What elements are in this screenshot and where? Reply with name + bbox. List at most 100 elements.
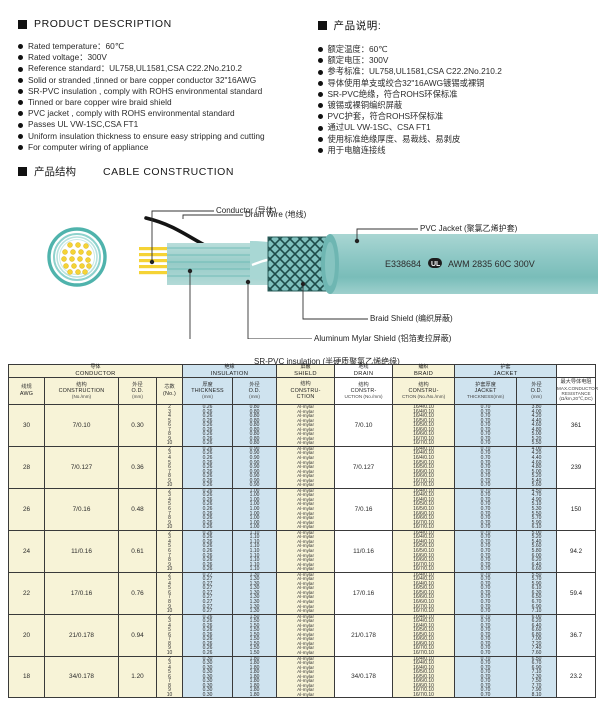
table-column-header-row: 线规 AWG 结构 CONSTRUCTION (No./mm) 外径 O.D. … — [8, 377, 598, 405]
list-item: Uniform insulation thickness to ensure e… — [18, 131, 306, 142]
table-cell-value: 0.70 — [480, 603, 491, 610]
table-cell-value: Al-mylar — [297, 492, 314, 498]
table-cell-value: 0.70 — [480, 417, 491, 424]
table-cell-value: 6 — [168, 422, 171, 429]
bullet-dot-icon — [317, 58, 323, 64]
awm-rating: AWM 2835 60C 300V — [448, 259, 535, 269]
table-cell-value: 8 — [168, 640, 171, 647]
table-cell-value: 0.26 — [202, 473, 213, 480]
table-cell-value: 0.80 — [249, 417, 260, 424]
table-cell-value: Al-mylar — [297, 682, 314, 688]
table-cell-value: 0.30 — [202, 687, 213, 694]
table-cell-stack: Al-mylar Al-mylar Al-mylar Al-mylar Al-mylar… — [276, 529, 336, 573]
cable-construction-heading-en: CABLE CONSTRUCTION — [103, 165, 234, 178]
table-cell-value: 7.00 — [531, 636, 542, 643]
table-cell-value: 6 — [168, 589, 171, 596]
table-cell-value: 0.70 — [480, 473, 491, 480]
table-cell-value: 0.70 — [480, 534, 491, 541]
table-cell-stack: Al-mylar Al-mylar Al-mylar Al-mylar Al-mylar… — [276, 571, 336, 615]
table-cell-value: 0.70 — [480, 450, 491, 457]
list-item: 使用标准绝缘厚度、易裁线、易剥皮 — [317, 134, 594, 145]
table-cell-value: 16/6/0.10 — [413, 640, 434, 647]
table-cell-value: 7 — [168, 468, 171, 475]
table-cell-value: 1.30 — [249, 576, 260, 583]
table-cell-value: 5 — [168, 585, 171, 592]
table-cell-value: 16/5/0.10 — [413, 506, 434, 513]
table-cell-value: 0.70 — [480, 464, 491, 471]
table-cell-value: 0.90 — [249, 455, 260, 462]
table-cell-value: 3 — [168, 492, 171, 499]
list-item-text: Tinned or bare copper wire braid shield — [28, 97, 172, 108]
table-cell-value: 16/5/0.10 — [413, 501, 434, 508]
table-cell-value: 16/5/0.10 — [413, 589, 434, 596]
table-cell-value: 0.90 — [249, 450, 260, 457]
table-cell-value: 16/6/0.10 — [413, 510, 434, 517]
table-cell-value: 16/4/0.10 — [413, 445, 434, 452]
col-header-insulation-thickness: 厚度 THICKNESS (mm) — [182, 377, 234, 405]
table-cell-value: 0.70 — [480, 682, 491, 689]
bullet-dot-icon — [18, 44, 23, 50]
table-cell-value: 1.30 — [249, 589, 260, 596]
table-cell-value: 16/7/0.10 — [413, 440, 434, 447]
table-cell-value: Al-mylar — [297, 473, 314, 479]
col-header-drain-construction: 结构 CONSTR- UCTION (No./mm) — [334, 377, 394, 405]
group-header-blank — [556, 364, 597, 378]
table-cell-value: 1.00 — [249, 487, 260, 494]
table-cell-value: 1.10 — [249, 538, 260, 545]
table-cell-value: Al-mylar — [297, 501, 314, 507]
table-cell-value: Al-mylar — [297, 519, 314, 525]
table-cell-value: 1.80 — [249, 687, 260, 694]
table-cell-stack: 0.26 0.26 0.26 0.26 0.26 0.26 0.26 0.26 0.26 — [182, 529, 234, 573]
table-cell: 11/0.16 — [334, 529, 394, 573]
table-cell-value: 0.26 — [202, 529, 213, 536]
table-cell-value: Al-mylar — [297, 566, 314, 572]
table-cell-stack: 3.80 4.00 4.20 4.40 4.60 4.80 5.00 5.20 5.50 — [516, 404, 558, 447]
table-cell-value: 16/7/0.10 — [413, 687, 434, 694]
table-cell-value: 4 — [168, 664, 171, 671]
list-item-text: Reference standard：UL758,UL1581,CSA C22.… — [28, 63, 243, 74]
table-cell-value: 1.80 — [249, 655, 260, 662]
table-cell-value: 16/5/0.10 — [413, 631, 434, 638]
table-cell-stack: 0.90 0.90 0.90 0.90 0.90 0.90 0.90 0.90 0.90 — [232, 445, 278, 489]
table-cell-value: 0.70 — [480, 426, 491, 433]
table-row: 20 21/0.178 0.94 2 3 4 5 6 7 8 9 10 0.26 0.26 0.26 0.26… — [8, 613, 597, 657]
table-cell-value: 1.50 — [249, 627, 260, 634]
table-cell-value: 0.30 — [202, 678, 213, 685]
table-cell-value: 0.90 — [249, 477, 260, 484]
list-item-text: SR-PVC绝缘，符合ROHS环保标准 — [327, 88, 458, 99]
table-cell-value: Al-mylar — [297, 413, 314, 419]
list-item-text: PVC jacket , comply with ROHS environmen… — [28, 108, 235, 119]
table-cell-value: 0.30 — [202, 655, 213, 662]
list-item-text: Passes UL VW-1SC,CSA FT1 — [28, 119, 139, 130]
table-cell-value: 6.90 — [531, 664, 542, 671]
table-cell: 59.4 — [556, 571, 597, 615]
table-group-header-row: 导体 CONDUCTOR 绝缘 INSULATION 屏蔽 SHIELD 地线 … — [7, 364, 597, 378]
table-cell-value: 10 — [166, 482, 173, 489]
list-item-text: 额定温度：60℃ — [327, 44, 388, 54]
table-cell-value: Al-mylar — [297, 464, 314, 470]
table-cell-value: 5.00 — [531, 468, 542, 475]
table-cell-value: 0.70 — [480, 552, 491, 559]
table-cell-value: 0.80 — [249, 426, 260, 433]
table-cell-value: 16/5/0.10 — [413, 669, 434, 676]
table-cell-stack: Al-mylar Al-mylar Al-mylar Al-mylar Al-mylar… — [276, 487, 336, 531]
table-cell-value: 10 — [166, 691, 173, 698]
table-cell-value: 1.30 — [249, 608, 260, 615]
table-cell: 361 — [556, 404, 597, 447]
table-cell-value: 16/4/0.10 — [413, 534, 434, 541]
table-cell-value: 1.00 — [249, 515, 260, 522]
table-cell-value: 4 — [168, 580, 171, 587]
table-cell-value: 0.70 — [480, 678, 491, 685]
table-cell-stack: 2 3 4 5 6 7 8 9 10 — [155, 613, 184, 657]
table-cell-value: 0.26 — [202, 566, 213, 573]
bullet-dot-icon — [18, 89, 23, 94]
table-cell: 30 — [8, 404, 45, 447]
table-cell-stack: Al-mylar Al-mylar Al-mylar Al-mylar Al-mylar… — [276, 613, 336, 657]
table-cell-value: 2 — [168, 571, 171, 578]
table-cell-value: 3 — [168, 534, 171, 541]
table-cell-value: 0.70 — [480, 515, 491, 522]
table-cell-stack: 2 3 4 5 6 7 8 9 10 — [155, 487, 184, 531]
table-cell: 20 — [8, 613, 45, 657]
list-item-text: SR-PVC insulation , comply with ROHS env… — [28, 85, 263, 96]
table-cell-value: 0.80 — [249, 408, 260, 415]
